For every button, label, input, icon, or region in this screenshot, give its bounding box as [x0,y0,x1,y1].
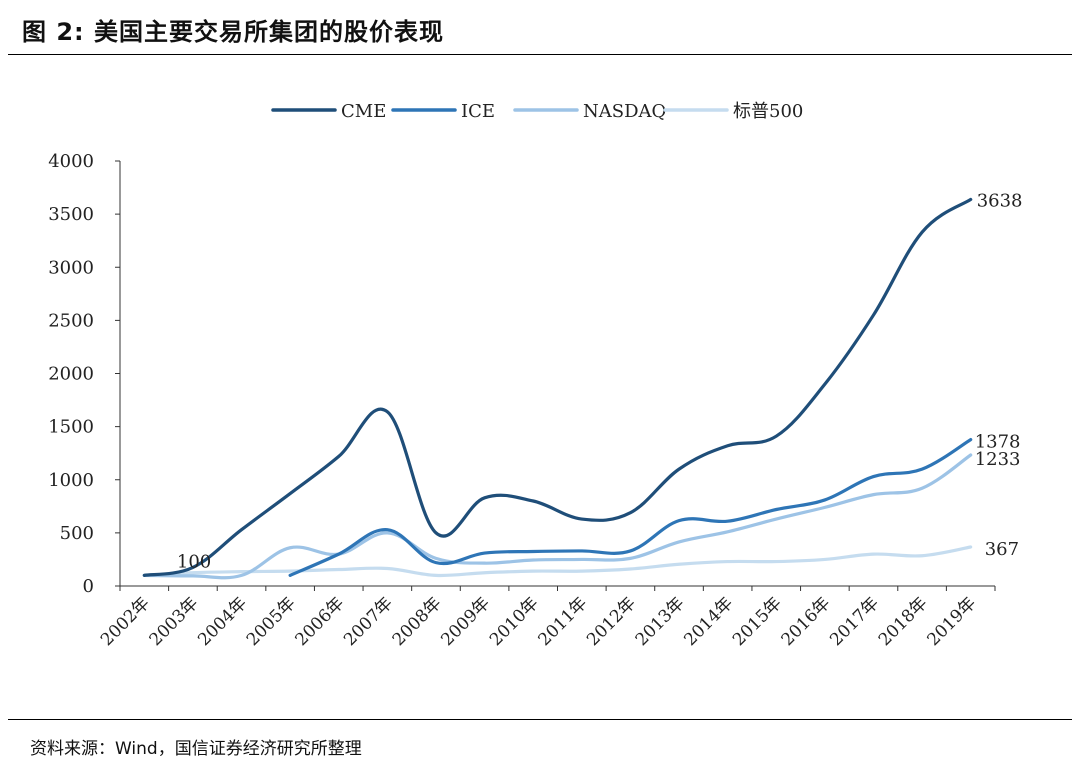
data-label-100: 100 [177,551,211,572]
legend-label-标普500: 标普500 [733,101,803,122]
x-tick-label-2017年: 2017年 [826,593,883,650]
series-line-CME [142,197,973,577]
data-label-367: 367 [985,539,1019,560]
x-tick-label-2010年: 2010年 [486,593,543,650]
x-tick-label-2019年: 2019年 [923,593,980,650]
data-label-1233: 1233 [975,449,1021,470]
x-tick-label-2002年: 2002年 [97,593,154,650]
x-tick-label-2009年: 2009年 [437,593,494,650]
y-tick-label-0: 0 [83,576,94,597]
y-tick-label-4000: 4000 [48,151,94,172]
series-line-NASDAQ [142,453,973,580]
y-tick-label-2000: 2000 [48,364,94,385]
x-tick-label-2018年: 2018年 [875,593,932,650]
legend-label-ICE: ICE [461,101,495,122]
y-tick-label-3000: 3000 [48,257,94,278]
x-tick-label-2007年: 2007年 [340,593,397,650]
y-tick-label-500: 500 [60,523,94,544]
x-tick-label-2004年: 2004年 [194,593,251,650]
x-tick-label-2012年: 2012年 [583,593,640,650]
x-tick-label-2013年: 2013年 [632,593,689,650]
series-line-标普500 [142,545,973,578]
figure-title: 图 2: 美国主要交易所集团的股价表现 [22,18,445,46]
x-tick-label-2015年: 2015年 [729,593,786,650]
x-tick-label-2008年: 2008年 [389,593,446,650]
data-label-1378: 1378 [975,432,1021,453]
x-tick-label-2006年: 2006年 [292,593,349,650]
bottom-rule [8,719,1072,720]
x-tick-label-2011年: 2011年 [535,593,592,650]
chart-series-lines [142,197,973,580]
y-tick-label-3500: 3500 [48,204,94,225]
chart-legend: CME ICE NASDAQ 标普500 [271,101,803,122]
source-note: 资料来源：Wind，国信证券经济研究所整理 [30,739,362,759]
top-rule [8,54,1072,55]
x-tick-label-2014年: 2014年 [680,593,737,650]
legend-label-NASDAQ: NASDAQ [583,101,666,122]
data-label-3638: 3638 [977,190,1023,211]
y-tick-label-1000: 1000 [48,470,94,491]
x-tick-label-2005年: 2005年 [243,593,300,650]
line-chart: 050010001500200025003000350040002002年200… [48,101,1023,650]
x-tick-label-2016年: 2016年 [778,593,835,650]
y-tick-label-2500: 2500 [48,310,94,331]
legend-label-CME: CME [341,101,386,122]
series-line-ICE [288,437,973,577]
y-tick-label-1500: 1500 [48,417,94,438]
x-tick-label-2003年: 2003年 [146,593,203,650]
